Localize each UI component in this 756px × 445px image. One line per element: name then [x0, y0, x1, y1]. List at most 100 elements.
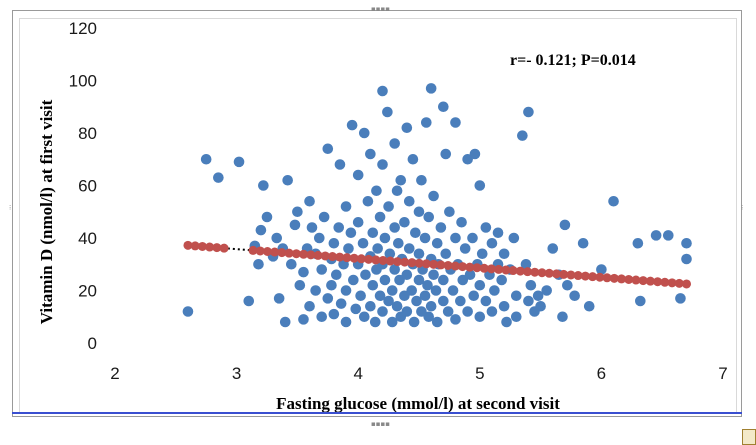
data-point: [442, 306, 454, 317]
data-point: [213, 172, 224, 183]
data-point: [440, 148, 452, 160]
data-point: [583, 300, 595, 312]
data-point: [562, 279, 573, 291]
fitted-point: [371, 255, 381, 265]
x-tick-labels: 2 3 4 5 6 7: [110, 364, 727, 383]
data-point: [352, 216, 364, 228]
fitted-point: [364, 254, 374, 264]
selection-underline: [12, 412, 742, 414]
data-point: [182, 306, 194, 317]
fitted-point: [313, 250, 323, 260]
data-point: [399, 216, 410, 228]
fitted-point: [537, 268, 547, 278]
data-point: [486, 306, 498, 317]
data-point: [406, 285, 418, 296]
data-point: [394, 274, 405, 286]
fitted-point: [588, 272, 598, 282]
data-point: [413, 206, 425, 218]
data-point: [334, 159, 346, 170]
data-point: [489, 285, 500, 296]
data-point: [492, 227, 504, 239]
data-point: [480, 295, 492, 307]
data-point: [498, 248, 510, 260]
data-point: [377, 85, 388, 97]
data-point: [374, 290, 386, 302]
data-point: [419, 290, 431, 302]
y-tick-label: 60: [78, 177, 97, 196]
data-point: [401, 122, 413, 134]
data-point: [316, 264, 328, 275]
fitted-point: [580, 271, 590, 281]
fitted-point: [421, 259, 431, 269]
data-point: [358, 127, 370, 139]
data-point: [316, 311, 328, 323]
data-point: [401, 269, 413, 281]
fitted-point: [450, 261, 460, 271]
data-point: [681, 237, 692, 249]
data-point: [369, 316, 381, 328]
fitted-point: [320, 251, 330, 261]
x-tick-label: 4: [353, 364, 362, 383]
data-point: [286, 258, 297, 270]
data-point: [413, 248, 425, 260]
data-point: [431, 316, 443, 328]
data-point: [273, 293, 285, 304]
data-point: [326, 279, 337, 291]
data-point: [298, 314, 309, 325]
data-point: [517, 130, 528, 141]
fitted-point: [660, 277, 670, 287]
data-point: [413, 274, 425, 286]
fitted-point: [284, 248, 294, 258]
data-point: [365, 148, 376, 160]
data-point: [523, 106, 534, 118]
resize-handle-left[interactable]: ⁝: [9, 204, 12, 212]
data-point: [382, 106, 393, 118]
data-point: [423, 211, 435, 223]
fitted-point: [479, 263, 489, 273]
data-point: [428, 190, 439, 202]
data-point: [401, 306, 413, 317]
data-point: [675, 293, 686, 304]
fitted-point: [183, 240, 193, 250]
y-tick-label: 20: [78, 282, 97, 301]
fitted-point: [458, 262, 468, 272]
data-point: [335, 298, 347, 309]
data-point: [541, 285, 552, 296]
data-point: [650, 230, 662, 241]
x-tick-label: 2: [110, 364, 119, 383]
resize-corner-icon[interactable]: [742, 429, 756, 445]
data-point: [294, 279, 306, 291]
fitted-point: [616, 274, 626, 284]
data-point: [462, 153, 473, 165]
x-axis-title: Fasting glucose (mmol/l) at second visit: [276, 394, 560, 413]
fitted-point: [465, 262, 475, 272]
resize-handle-bottom[interactable]: ▪▪▪▪: [371, 420, 390, 428]
data-point: [289, 219, 301, 231]
fitted-point: [544, 268, 554, 278]
fitted-point: [385, 256, 395, 266]
data-point: [422, 279, 433, 291]
data-point: [559, 219, 571, 231]
resize-handle-top[interactable]: ▪▪▪▪: [371, 5, 390, 13]
data-point: [411, 295, 422, 307]
fitted-point: [530, 267, 540, 277]
data-point: [348, 274, 359, 286]
fitted-point: [609, 273, 619, 283]
fitted-point: [501, 265, 511, 275]
data-point: [243, 295, 255, 307]
fitted-point: [602, 273, 612, 283]
data-point: [350, 303, 362, 315]
data-point: [365, 300, 376, 312]
data-point: [298, 266, 309, 278]
data-point: [474, 311, 486, 323]
data-point: [279, 316, 291, 328]
fitted-point: [653, 277, 663, 287]
data-point: [447, 285, 459, 296]
data-point: [464, 269, 476, 281]
data-point: [419, 232, 431, 244]
resize-handle-right[interactable]: ⁝: [741, 204, 744, 212]
data-point: [403, 243, 415, 254]
data-point: [345, 227, 357, 239]
data-point: [608, 195, 619, 207]
data-point: [632, 237, 644, 249]
